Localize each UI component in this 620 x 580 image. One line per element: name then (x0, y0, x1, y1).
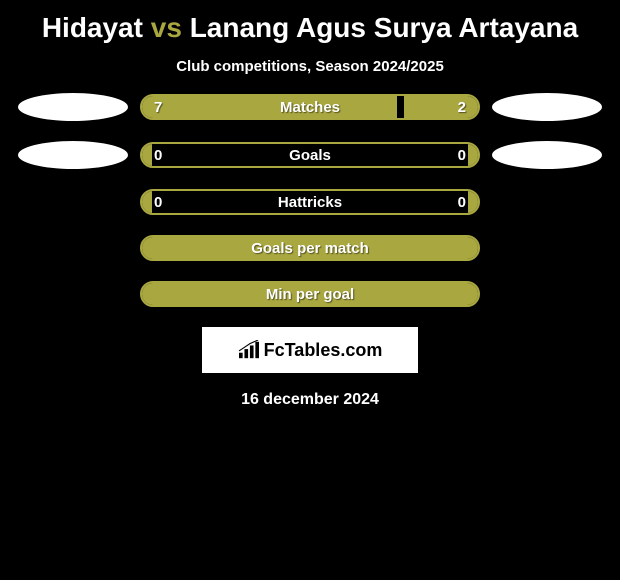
comparison-row: 72Matches (0, 93, 620, 121)
player1-photo-placeholder (18, 141, 128, 169)
brand-box: FcTables.com (202, 327, 418, 373)
stat-label: Goals (142, 144, 478, 166)
stat-bar: 00Goals (140, 142, 480, 168)
stat-label: Goals per match (142, 237, 478, 259)
stat-label: Min per goal (142, 283, 478, 305)
page-title: Hidayat vs Lanang Agus Surya Artayana (0, 0, 620, 44)
subtitle: Club competitions, Season 2024/2025 (0, 58, 620, 75)
comparison-row: 00Hattricks (0, 189, 620, 215)
stat-label: Hattricks (142, 191, 478, 213)
stat-bar: 00Hattricks (140, 189, 480, 215)
stat-bar: 72Matches (140, 94, 480, 120)
stat-label: Matches (142, 96, 478, 118)
comparison-infographic: Hidayat vs Lanang Agus Surya Artayana Cl… (0, 0, 620, 580)
player2-photo-placeholder (492, 93, 602, 121)
player2-name: Lanang Agus Surya Artayana (190, 12, 578, 43)
comparison-row: Goals per match (0, 235, 620, 261)
player1-photo-placeholder (18, 93, 128, 121)
chart-bars-icon (238, 340, 260, 360)
comparison-row: 00Goals (0, 141, 620, 169)
stat-bar: Goals per match (140, 235, 480, 261)
generation-date: 16 december 2024 (0, 391, 620, 409)
stat-bar: Min per goal (140, 281, 480, 307)
player2-photo-placeholder (492, 141, 602, 169)
comparison-row: Min per goal (0, 281, 620, 307)
vs-separator: vs (151, 12, 182, 43)
player1-name: Hidayat (42, 12, 143, 43)
brand-text: FcTables.com (264, 340, 383, 361)
comparison-rows: 72Matches 00Goals 00Hattricks Goals per mat… (0, 93, 620, 307)
